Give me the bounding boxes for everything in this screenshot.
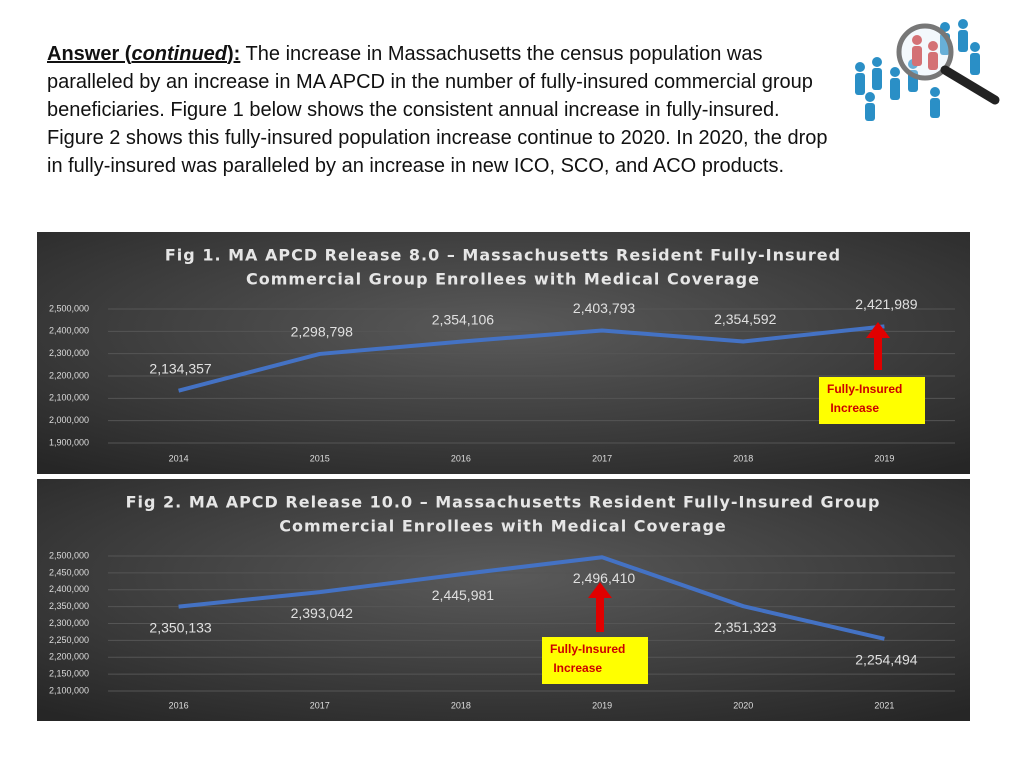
chart: Fig 1. MA APCD Release 8.0 – Massachuset…	[37, 232, 970, 474]
annotation-text: Fully-Insured	[827, 382, 902, 396]
chart: Fig 2. MA APCD Release 10.0 – Massachuse…	[37, 479, 970, 721]
answer-label-end: ):	[227, 43, 241, 65]
data-label: 2,298,798	[291, 324, 353, 340]
x-tick-label: 2019	[592, 700, 612, 710]
chart-title: Fig 2. MA APCD Release 10.0 – Massachuse…	[126, 493, 881, 512]
x-tick-label: 2018	[451, 700, 471, 710]
people-icon	[855, 19, 1000, 121]
y-tick-label: 2,450,000	[49, 567, 89, 577]
x-tick-label: 2019	[874, 453, 894, 463]
data-label: 2,354,106	[432, 311, 494, 327]
people	[855, 19, 980, 121]
arrow-head	[866, 322, 890, 338]
annotation-box	[819, 377, 925, 424]
data-label: 2,393,042	[291, 605, 353, 621]
x-tick-label: 2014	[169, 453, 189, 463]
y-tick-label: 2,400,000	[49, 584, 89, 594]
y-tick-label: 2,400,000	[49, 326, 89, 336]
x-tick-label: 2020	[733, 700, 753, 710]
y-tick-label: 2,200,000	[49, 370, 89, 380]
x-tick-label: 2018	[733, 453, 753, 463]
data-label: 2,254,494	[855, 652, 917, 668]
data-label: 2,351,323	[714, 619, 776, 635]
annotation-box	[542, 637, 648, 684]
line	[178, 555, 885, 641]
chart-title: Commercial Enrollees with Medical Covera…	[279, 517, 727, 536]
data-label: 2,445,981	[432, 587, 494, 603]
chart-title: Fig 1. MA APCD Release 8.0 – Massachuset…	[165, 246, 841, 265]
annotation-text: Fully-Insured	[550, 642, 625, 656]
answer-paragraph: Answer (continued): The increase in Mass…	[47, 40, 837, 180]
data-label: 2,403,793	[573, 300, 635, 316]
y-tick-label: 2,300,000	[49, 618, 89, 628]
answer-text: The increase in Massachusetts the census…	[47, 43, 828, 177]
chart-background	[37, 479, 970, 721]
answer-label-italic: continued	[131, 43, 228, 65]
data-label: 2,350,133	[149, 619, 211, 635]
y-tick-label: 2,150,000	[49, 669, 89, 679]
y-tick-label: 2,350,000	[49, 601, 89, 611]
x-tick-label: 2016	[451, 453, 471, 463]
x-tick-label: 2015	[310, 453, 330, 463]
y-tick-label: 2,500,000	[49, 550, 89, 560]
magnifier-handle	[940, 65, 1000, 105]
data-label: 2,421,989	[855, 296, 917, 312]
answer-label-start: Answer (	[47, 43, 132, 65]
y-tick-label: 2,200,000	[49, 652, 89, 662]
line	[178, 324, 885, 393]
annotation-text: Increase	[827, 401, 879, 415]
chart-background	[37, 232, 970, 474]
y-tick-label: 2,300,000	[49, 348, 89, 358]
magnifier	[896, 23, 954, 81]
chart-title: Commercial Group Enrollees with Medical …	[246, 270, 760, 289]
answer-label: Answer (continued):	[47, 43, 240, 65]
arrow-head	[588, 582, 612, 598]
annotation-text: Increase	[550, 661, 602, 675]
y-tick-label: 2,100,000	[49, 393, 89, 403]
data-label: 2,354,592	[714, 311, 776, 327]
x-tick-label: 2017	[310, 700, 330, 710]
x-tick-label: 2017	[592, 453, 612, 463]
x-tick-label: 2016	[169, 700, 189, 710]
y-tick-label: 2,500,000	[49, 303, 89, 313]
data-label: 2,134,357	[149, 360, 211, 376]
data-label: 2,496,410	[573, 570, 635, 586]
y-tick-label: 2,250,000	[49, 635, 89, 645]
y-tick-label: 1,900,000	[49, 437, 89, 447]
y-tick-label: 2,000,000	[49, 415, 89, 425]
y-tick-label: 2,100,000	[49, 685, 89, 695]
x-tick-label: 2021	[874, 700, 894, 710]
